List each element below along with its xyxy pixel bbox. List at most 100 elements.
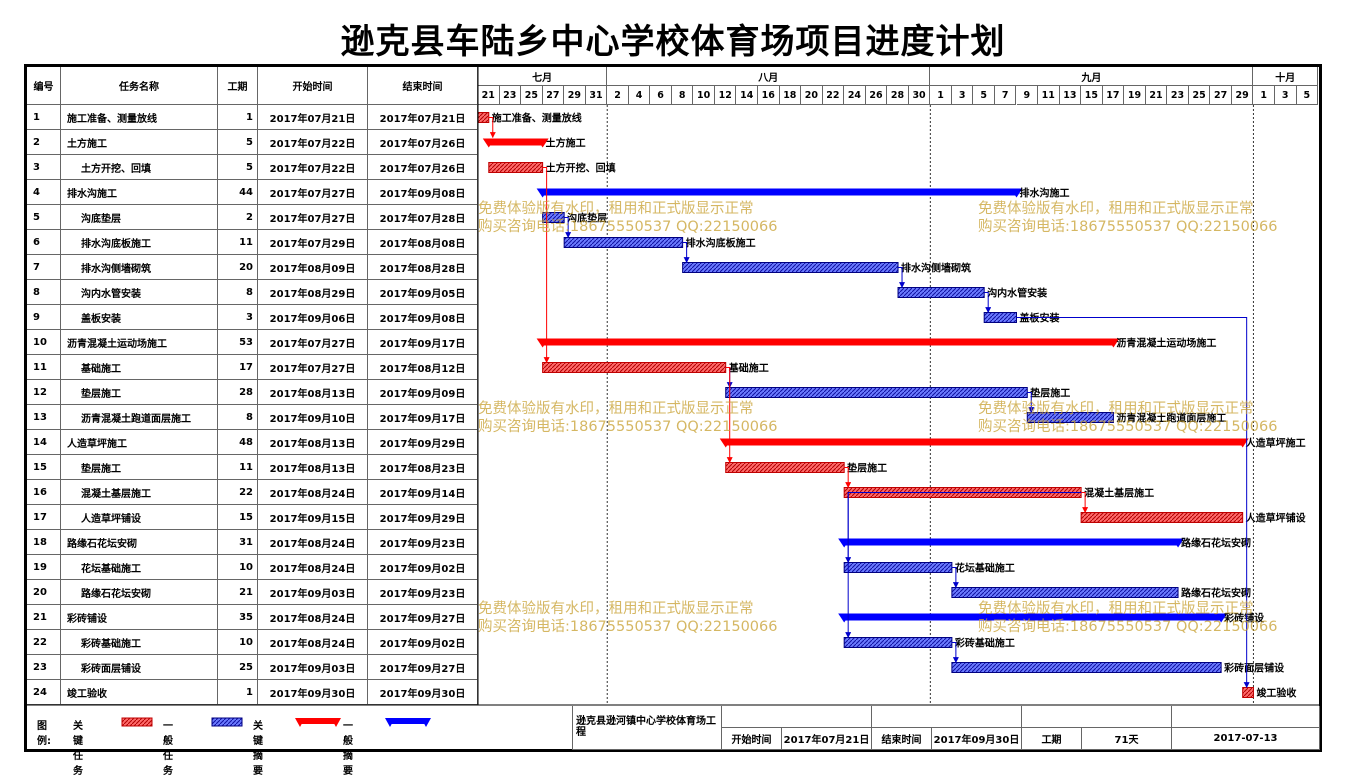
task-name-cell: 沟内水管安装: [61, 280, 218, 305]
task-duration-cell: 48: [218, 430, 258, 455]
task-bar-label: 路缘石花坛安砌: [1181, 537, 1251, 550]
legend-critical-label: 关键任务: [73, 721, 83, 777]
day-tick: 28: [887, 86, 909, 105]
task-duration-cell: 8: [218, 280, 258, 305]
task-name-cell: 路缘石花坛安砌: [61, 530, 218, 555]
task-id-cell: 7: [27, 255, 61, 280]
day-tick: 10: [693, 86, 715, 105]
footer-blank: [1022, 706, 1172, 728]
legend-summary-swatch: [390, 718, 426, 724]
task-duration-cell: 11: [218, 230, 258, 255]
task-name-cell: 路缘石花坛安砌: [61, 580, 218, 605]
task-id-cell: 9: [27, 305, 61, 330]
task-bar: [843, 562, 953, 573]
footer-start-label: 开始时间: [722, 728, 782, 750]
day-tick: 25: [521, 86, 543, 105]
task-start-cell: 2017年09月06日: [258, 305, 368, 330]
task-start-cell: 2017年09月03日: [258, 580, 368, 605]
task-bar-label: 竣工验收: [1256, 687, 1296, 700]
task-duration-cell: 28: [218, 380, 258, 405]
task-bar-label: 沟内水管安装: [987, 287, 1047, 300]
task-duration-cell: 31: [218, 530, 258, 555]
task-id-cell: 19: [27, 555, 61, 580]
task-bar: [488, 162, 544, 173]
day-tick: 7: [994, 86, 1017, 105]
task-id-cell: 15: [27, 455, 61, 480]
task-name-cell: 垫层施工: [61, 455, 218, 480]
task-bar-label: 人造草坪施工: [1246, 437, 1306, 450]
task-bar-label: 土方施工: [546, 137, 586, 150]
dependency-link: [682, 242, 690, 264]
day-tick: 25: [1188, 86, 1211, 105]
task-id-cell: 3: [27, 155, 61, 180]
day-tick: 23: [1167, 86, 1189, 105]
task-bar: [843, 637, 953, 648]
header-start: 开始时间: [258, 67, 368, 105]
day-tick: 27: [1210, 86, 1232, 105]
day-tick: 17: [1102, 86, 1125, 105]
dependency-link: [845, 492, 1082, 564]
day-tick: 6: [650, 86, 672, 105]
task-bar: [1026, 412, 1114, 423]
task-id-cell: 5: [27, 205, 61, 230]
dependency-link: [725, 367, 733, 464]
task-bar-label: 花坛基础施工: [955, 562, 1015, 575]
task-duration-cell: 5: [218, 155, 258, 180]
task-name-cell: 沥青混凝土跑道面层施工: [61, 405, 218, 430]
task-duration-cell: 35: [218, 605, 258, 630]
task-name-cell: 施工准备、测量放线: [61, 105, 218, 130]
task-name-cell: 彩砖面层铺设: [61, 655, 218, 680]
task-bar-label: 排水沟底板施工: [686, 237, 756, 250]
footer-project: 逊克县逊河镇中心学校体育场工程: [572, 706, 722, 750]
day-tick: 21: [478, 86, 500, 105]
task-start-cell: 2017年09月10日: [258, 405, 368, 430]
task-start-cell: 2017年08月24日: [258, 630, 368, 655]
task-id-cell: 4: [27, 180, 61, 205]
dependency-link: [984, 292, 992, 314]
legend-key-summary-swatch: [300, 718, 336, 724]
day-tick: 3: [1274, 86, 1297, 105]
task-bar: [542, 362, 727, 373]
task-bar-label: 垫层施工: [847, 462, 887, 475]
task-name-cell: 盖板安装: [61, 305, 218, 330]
watermark: 免费体验版有水印，租用和正式版显示正常 购买咨询电话:18675550537 QQ…: [978, 201, 1278, 235]
task-id-cell: 23: [27, 655, 61, 680]
task-bar: [1242, 687, 1254, 698]
summary-cap-end: [1236, 438, 1249, 448]
task-id-cell: 14: [27, 430, 61, 455]
task-duration-cell: 10: [218, 630, 258, 655]
task-duration-cell: 25: [218, 655, 258, 680]
day-tick: 4: [628, 86, 651, 105]
task-bar-label: 基础施工: [728, 362, 769, 375]
task-bar-label: 彩砖基础施工: [954, 637, 1015, 650]
task-bar: [563, 237, 684, 248]
task-bar-label: 施工准备、测量放线: [492, 112, 582, 125]
day-tick: 29: [564, 86, 586, 105]
summary-bar: [542, 338, 1114, 346]
footer-duration-value: 71天: [1082, 728, 1172, 750]
legend-title: 图例:: [37, 721, 51, 747]
task-start-cell: 2017年08月13日: [258, 430, 368, 455]
footer-blank: [722, 706, 872, 728]
day-tick: 24: [844, 86, 866, 105]
task-start-cell: 2017年07月22日: [258, 155, 368, 180]
day-tick: 31: [585, 86, 608, 105]
summary-bar: [542, 188, 1017, 196]
task-bar: [951, 587, 1179, 598]
day-tick: 23: [499, 86, 522, 105]
day-tick: 18: [779, 86, 802, 105]
page-title: 逊克县车陆乡中心学校体育场项目进度计划: [340, 22, 1006, 62]
day-tick: 3: [951, 86, 974, 105]
task-bar: [725, 387, 1028, 398]
task-bar: [682, 262, 899, 273]
task-id-cell: 21: [27, 605, 61, 630]
task-name-cell: 彩砖基础施工: [61, 630, 218, 655]
day-tick: 19: [1124, 86, 1146, 105]
task-name-cell: 垫层施工: [61, 380, 218, 405]
month-header: 八月: [607, 67, 931, 86]
task-bar-label: 混凝土基层施工: [1084, 487, 1154, 500]
day-tick: 2: [607, 86, 629, 105]
task-duration-cell: 44: [218, 180, 258, 205]
task-duration-cell: 11: [218, 455, 258, 480]
